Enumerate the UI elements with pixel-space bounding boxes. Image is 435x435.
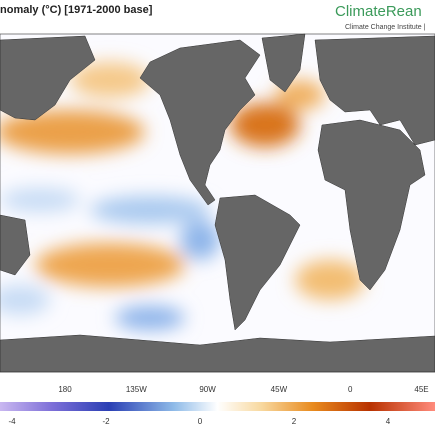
colorbar-label: -4 [8, 417, 16, 426]
longitude-labels: 180 135W 90W 45W 0 45E [58, 385, 428, 394]
logo-subtitle: Climate Change Institute | [345, 24, 426, 31]
longitude-label: 45E [414, 385, 428, 394]
colorbar-label: 4 [386, 417, 391, 426]
colorbar-label: -2 [102, 417, 110, 426]
logo: ClimateRean [335, 3, 422, 20]
longitude-label: 90W [199, 385, 216, 394]
longitude-label: 45W [271, 385, 288, 394]
colorbar-label: 0 [198, 417, 203, 426]
longitude-label: 0 [348, 385, 353, 394]
colorbar-labels: -4 -2 0 2 4 [8, 417, 390, 426]
map-frame [0, 33, 435, 373]
map-title: nomaly (°C) [1971-2000 base] [0, 4, 153, 16]
anomaly-field [0, 60, 435, 330]
longitude-label: 135W [126, 385, 147, 394]
map-area [0, 33, 435, 373]
colorbar [0, 402, 435, 411]
longitude-label: 180 [58, 385, 72, 394]
colorbar-label: 2 [292, 417, 297, 426]
land [0, 33, 435, 373]
